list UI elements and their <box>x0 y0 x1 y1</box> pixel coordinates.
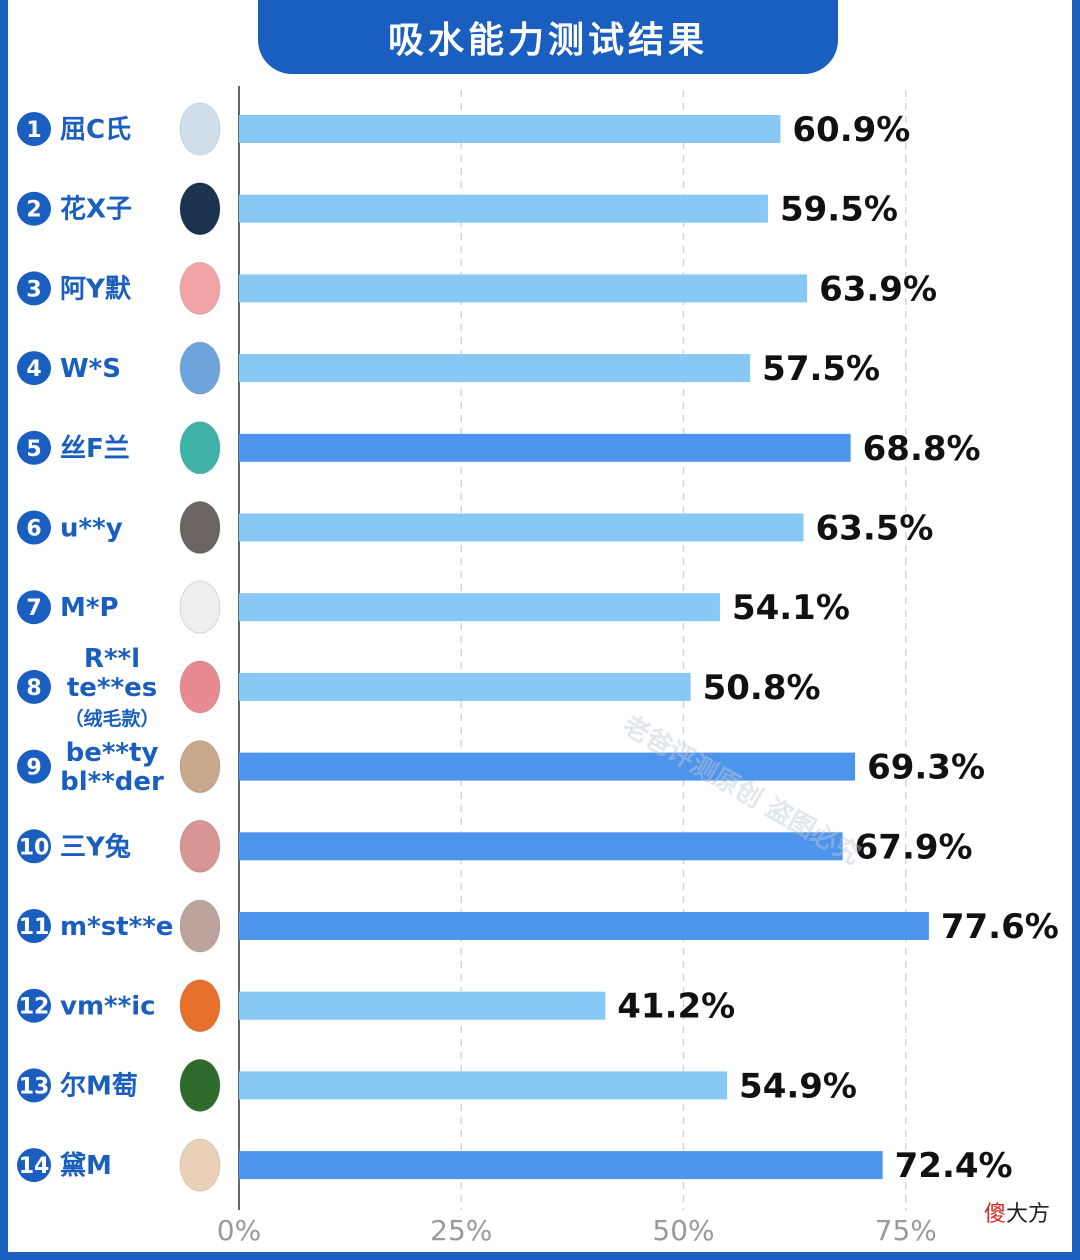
green-sponge-on-stand-icon <box>179 1058 221 1112</box>
brand-name: 尔M萄 <box>60 1070 138 1101</box>
brand-name: te**es <box>67 673 157 703</box>
rank-badge <box>17 749 51 784</box>
pink-sponge-on-stand-icon <box>179 261 221 315</box>
brand-name: 屈C氏 <box>60 115 131 145</box>
brand-name: 丝F兰 <box>60 434 130 464</box>
rank-number: 3 <box>26 277 41 302</box>
bar <box>239 433 851 462</box>
brand-name: 黛M <box>60 1150 112 1181</box>
rank-number: 1 <box>26 118 41 143</box>
bar <box>239 991 606 1020</box>
teal-gourd-sponge-icon <box>179 421 221 475</box>
x-tick-label: 75% <box>875 1214 937 1247</box>
rank-number: 5 <box>26 437 41 462</box>
bar-value-label: 69.3% <box>867 748 985 788</box>
rose-drop-sponge-icon <box>179 819 221 873</box>
bar-value-label: 54.9% <box>739 1066 857 1106</box>
nude-cut-sponge-icon <box>179 1138 221 1192</box>
rank-badge <box>17 271 51 306</box>
bar <box>239 912 929 940</box>
beige-drop-sponge-icon <box>179 740 221 794</box>
rank-badge <box>17 351 51 386</box>
bar-value-label: 63.5% <box>816 509 934 549</box>
rank-number: 13 <box>19 1074 50 1099</box>
bar-value-label: 77.6% <box>941 907 1059 947</box>
rank-badge <box>17 1148 51 1183</box>
gray-drop-sponge-icon <box>179 501 221 554</box>
brand-name: bl**der <box>60 767 164 797</box>
rank-number: 10 <box>19 835 50 860</box>
rank-badge <box>17 510 51 545</box>
rank-badge <box>17 590 51 625</box>
x-tick-label: 0% <box>217 1214 261 1247</box>
rank-number: 8 <box>26 676 41 701</box>
rank-badge <box>17 988 51 1023</box>
mauve-drop-sponge-icon <box>179 899 221 953</box>
rank-number: 4 <box>26 357 41 382</box>
credit-accent: 傻 <box>983 1202 1006 1227</box>
rank-badge <box>17 191 51 226</box>
rank-number: 11 <box>19 915 50 940</box>
author-credit: 傻大方 <box>984 1196 1050 1228</box>
bar <box>239 274 808 303</box>
bar <box>239 115 781 143</box>
rank-badge <box>17 669 51 704</box>
brand-name: W*S <box>60 354 121 384</box>
bar <box>239 1071 728 1100</box>
bar-value-label: 57.5% <box>762 349 880 389</box>
brand-name: 三Y兔 <box>60 832 131 862</box>
bar <box>239 752 856 781</box>
bar-value-label: 60.9% <box>792 110 910 150</box>
rank-number: 14 <box>19 1154 50 1179</box>
bar-value-label: 54.1% <box>732 588 850 628</box>
rank-number: 9 <box>26 756 41 781</box>
brand-name: be**ty <box>66 738 159 768</box>
round-sponge-icon <box>179 102 221 156</box>
bar <box>239 513 804 542</box>
brand-name: vm**ic <box>60 992 156 1022</box>
brand-name: 阿Y默 <box>60 274 132 304</box>
brand-name: （绒毛款） <box>64 707 159 730</box>
bar-value-label: 41.2% <box>617 987 735 1027</box>
brand-name: m*st**e <box>60 912 173 942</box>
bar-value-label: 59.5% <box>780 190 898 230</box>
rank-badge <box>17 1068 51 1103</box>
brand-name: u**y <box>60 514 123 544</box>
chart-title: 吸水能力测试结果 <box>258 0 838 74</box>
rank-number: 6 <box>26 517 41 542</box>
rank-number: 2 <box>26 198 41 223</box>
credit-rest: 大方 <box>1005 1202 1050 1227</box>
bar-value-label: 67.9% <box>855 827 973 867</box>
orange-cut-sponge-icon <box>179 979 221 1033</box>
blue-drop-sponge-icon <box>179 341 221 395</box>
chart-frame: 吸水能力测试结果 0% 25% 50% 75% 1 屈C氏 60.9% 2 花X子 59.5% 3 阿… <box>8 0 1072 1252</box>
rank-badge <box>17 909 51 943</box>
brand-name: 花X子 <box>60 195 132 225</box>
bar-value-label: 72.4% <box>895 1146 1013 1186</box>
brand-name: M*P <box>60 593 119 623</box>
bar-value-label: 63.9% <box>819 269 937 309</box>
bar <box>239 593 720 622</box>
bar-value-label: 50.8% <box>703 668 821 708</box>
navy-sponge-on-stand-icon <box>179 182 221 236</box>
brand-name: R**l <box>84 644 140 674</box>
rank-badge <box>17 829 51 864</box>
bar <box>239 672 691 701</box>
bar <box>239 194 768 223</box>
bar <box>239 1151 883 1180</box>
x-tick-label: 25% <box>430 1214 492 1247</box>
bar-chart: 0% 25% 50% 75% 1 屈C氏 60.9% 2 花X子 59.5% 3 阿Y默 63.9% 4 W… <box>17 86 1059 1247</box>
rank-badge <box>17 112 51 146</box>
pink-cut-sponge-icon <box>179 660 221 714</box>
bar <box>239 832 843 861</box>
bar <box>239 354 751 383</box>
rank-badge <box>17 430 51 465</box>
rank-number: 7 <box>26 596 41 621</box>
bar-value-label: 68.8% <box>863 429 981 469</box>
x-tick-label: 50% <box>652 1214 714 1247</box>
rank-number: 12 <box>19 995 50 1020</box>
white-wedge-sponge-icon <box>179 580 221 634</box>
